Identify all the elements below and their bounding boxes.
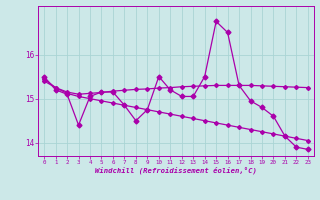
X-axis label: Windchill (Refroidissement éolien,°C): Windchill (Refroidissement éolien,°C) (95, 167, 257, 174)
